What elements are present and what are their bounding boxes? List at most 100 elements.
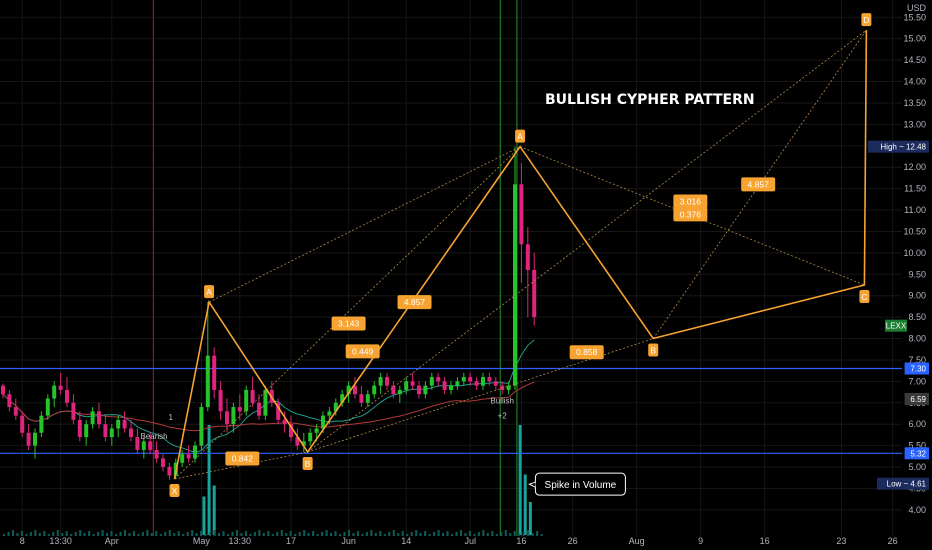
pattern-point-d: D bbox=[863, 15, 869, 25]
candle-body bbox=[1, 385, 5, 395]
candle-body bbox=[365, 394, 370, 403]
ratio-label: 0.449 bbox=[352, 346, 374, 356]
volume-bar-small bbox=[106, 533, 109, 536]
candle-body bbox=[449, 385, 453, 390]
candle-body bbox=[109, 428, 114, 438]
candle-body bbox=[295, 437, 300, 446]
candle-body bbox=[263, 389, 268, 416]
ratio-label: 3.143 bbox=[338, 319, 360, 329]
volume-bar-small bbox=[186, 532, 189, 536]
y-tick-label: 14.50 bbox=[903, 55, 926, 65]
volume-bar-small bbox=[119, 532, 122, 536]
volume-bar-small bbox=[361, 534, 364, 536]
candle-body bbox=[327, 411, 332, 416]
volume-bar-small bbox=[137, 534, 140, 536]
callout-pointer bbox=[528, 481, 536, 488]
x-tick-label: 14 bbox=[401, 536, 411, 546]
volume-bar-small bbox=[204, 534, 207, 536]
volume-bar-small bbox=[70, 534, 73, 536]
volume-bar-small bbox=[173, 533, 176, 536]
candle-body bbox=[77, 419, 82, 438]
volume-bar-small bbox=[74, 532, 77, 536]
candle-body bbox=[391, 385, 396, 395]
volume-bar-small bbox=[34, 530, 37, 536]
volume-bar-small bbox=[343, 532, 346, 536]
x-tick-label: May bbox=[193, 536, 211, 546]
volume-bar-small bbox=[227, 534, 229, 536]
pattern-point-x: X bbox=[172, 486, 178, 496]
volume-bar-small bbox=[365, 532, 368, 536]
y-tick-label: 8.00 bbox=[908, 334, 926, 344]
candle-body bbox=[436, 377, 441, 382]
candle-body bbox=[487, 377, 492, 382]
volume-bar-small bbox=[115, 534, 117, 536]
ratio-label: 0.376 bbox=[680, 209, 702, 219]
volume-bar-small bbox=[531, 533, 534, 536]
candle-body bbox=[442, 381, 447, 390]
chart-title: BULLISH CYPHER PATTERN bbox=[545, 92, 755, 108]
ratio-labels: 0.842 3.143 4.857 0.449 0.858 3.016 0.376 4.857 bbox=[225, 177, 776, 466]
candle-body bbox=[205, 355, 210, 408]
candle-body bbox=[532, 270, 537, 318]
candle-body bbox=[71, 402, 76, 420]
volume-bar-small bbox=[155, 531, 158, 536]
candle-body bbox=[33, 432, 37, 446]
pattern-point-c: C bbox=[861, 292, 867, 302]
volume-bar-small bbox=[298, 532, 301, 536]
pattern-point-box bbox=[648, 343, 659, 357]
volume-bar-small bbox=[536, 531, 539, 536]
volume-bar-small bbox=[513, 531, 516, 536]
volume-bar-small bbox=[7, 532, 10, 536]
annotations: Spike in Volume Bearish Bullish 1 +2 bbox=[140, 397, 626, 496]
ratio-label-box bbox=[741, 177, 776, 192]
volume-bar-small bbox=[419, 533, 422, 536]
y-tick-label: 15.00 bbox=[903, 34, 926, 44]
candle-body bbox=[58, 385, 63, 390]
candle-body bbox=[135, 437, 140, 450]
y-tick-label: 5.00 bbox=[908, 462, 926, 472]
ratio-label-box bbox=[673, 194, 708, 209]
volume-bar-small bbox=[195, 533, 198, 536]
candle-body bbox=[506, 385, 511, 390]
candle-body bbox=[404, 381, 409, 390]
price-tag-box bbox=[904, 392, 929, 405]
x-tick-label: 17 bbox=[286, 536, 296, 546]
pattern-point-labels: X A B A B C D bbox=[169, 13, 872, 498]
volume-bar-small bbox=[3, 534, 5, 536]
candle-body bbox=[218, 389, 223, 412]
x-tick-label: 16 bbox=[760, 536, 770, 546]
y-tick-label: 13.50 bbox=[903, 98, 926, 108]
x-tick-label: 26 bbox=[888, 536, 898, 546]
volume-bar-small bbox=[97, 532, 100, 536]
volume-bar-small bbox=[132, 531, 135, 536]
volume-bar-small bbox=[123, 530, 126, 536]
pattern-point-b: B bbox=[650, 346, 656, 356]
volume-bar-small bbox=[473, 534, 476, 536]
y-axis: 4.004.505.005.506.006.507.007.508.008.50… bbox=[867, 3, 929, 515]
y-tick-label: 6.00 bbox=[908, 419, 926, 429]
price-tag: High ~ 12.48 bbox=[880, 143, 926, 152]
candle-body bbox=[289, 424, 293, 438]
x-tick-label: 26 bbox=[568, 536, 578, 546]
pattern-point-box bbox=[302, 457, 313, 471]
y-tick-label: 12.00 bbox=[903, 162, 926, 172]
price-tag: 7.30 bbox=[910, 365, 926, 374]
candle-body bbox=[154, 449, 159, 459]
volume-bar-small bbox=[271, 534, 274, 536]
pattern-dotted-line bbox=[307, 338, 654, 453]
volume-bar-small bbox=[253, 532, 256, 536]
price-tag-box bbox=[904, 447, 929, 460]
volume-bar-small bbox=[79, 530, 82, 536]
cypher-pattern-line bbox=[173, 30, 868, 480]
volume-bar-small bbox=[504, 530, 507, 536]
x-tick-label: 13:30 bbox=[49, 536, 72, 546]
pattern-point-box bbox=[204, 285, 215, 299]
candle-body bbox=[52, 385, 57, 399]
candle-body bbox=[282, 419, 287, 425]
y-tick-label: 7.00 bbox=[908, 376, 926, 386]
volume-bar-small bbox=[240, 533, 243, 536]
pattern-dotted-line bbox=[174, 451, 308, 480]
ratio-label: 3.016 bbox=[680, 196, 702, 206]
volume-bar-small bbox=[374, 533, 377, 536]
